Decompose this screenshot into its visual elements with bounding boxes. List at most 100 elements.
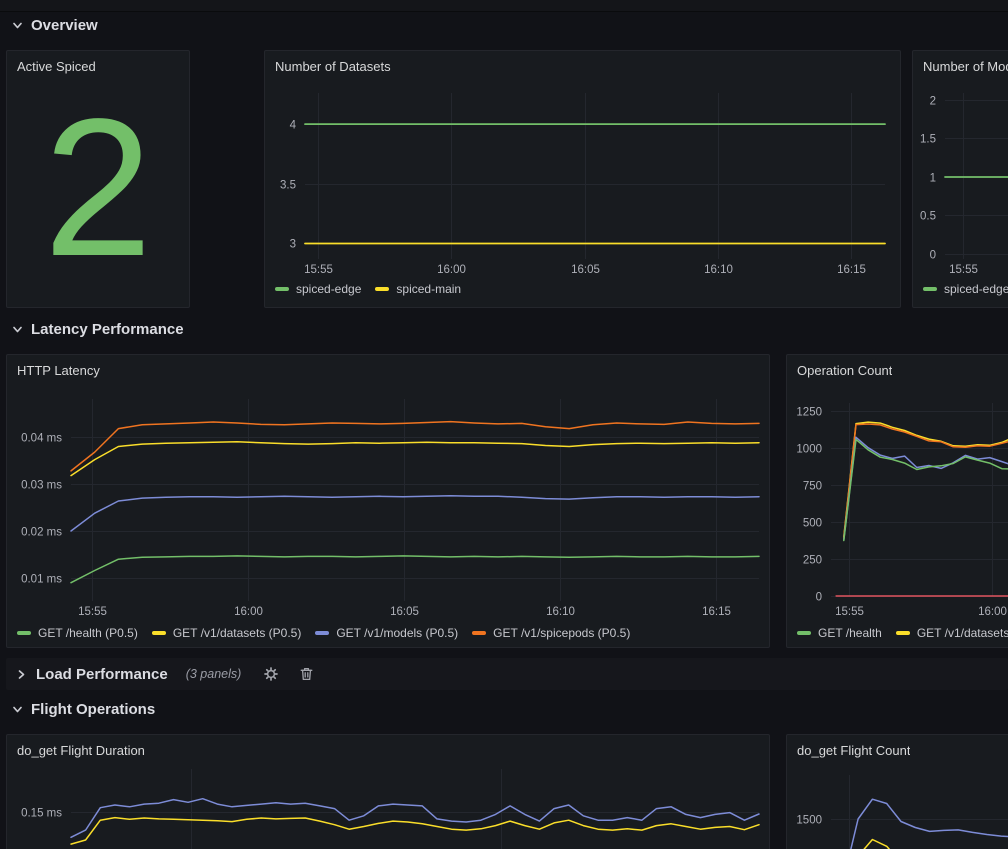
legend-item[interactable]: spiced-edge xyxy=(275,282,361,296)
operation-count-chart[interactable]: 15:5516:00125010007505002500 xyxy=(787,355,1008,647)
legend-item[interactable]: GET /health (P0.5) xyxy=(17,626,138,640)
panel-title[interactable]: Number of Models xyxy=(923,59,1008,74)
svg-text:1000: 1000 xyxy=(796,444,822,456)
gear-icon xyxy=(263,666,279,682)
legend-item[interactable]: spiced-main xyxy=(375,282,461,296)
section-panel-count: (3 panels) xyxy=(186,667,242,681)
svg-text:16:05: 16:05 xyxy=(390,606,419,618)
http-latency-chart[interactable]: 15:55 16:00 16:05 16:10 16:15 0.04 ms 0.03 ms 0… xyxy=(7,355,769,647)
svg-text:3: 3 xyxy=(290,239,296,251)
legend-item[interactable]: GET /health xyxy=(797,626,882,640)
section-title: Overview xyxy=(31,17,98,34)
section-header-load-performance[interactable]: Load Performance (3 panels) xyxy=(6,658,1008,690)
stat-value: 2 xyxy=(7,77,189,299)
svg-text:0: 0 xyxy=(930,250,936,262)
legend-swatch-icon xyxy=(315,631,329,635)
section-header-latency-performance[interactable]: Latency Performance xyxy=(12,321,184,338)
legend-label: GET /v1/spicepods (P0.5) xyxy=(493,626,630,640)
panel-title[interactable]: Operation Count xyxy=(797,363,892,378)
section-title: Load Performance xyxy=(36,666,168,683)
panel-number-of-datasets: Number of Datasets 15:5516:0016:0516:101… xyxy=(264,50,901,308)
legend-label: GET /health xyxy=(818,626,882,640)
panel-title[interactable]: Active Spiced xyxy=(17,59,96,74)
chevron-down-icon xyxy=(12,20,23,31)
svg-text:15:55: 15:55 xyxy=(949,264,978,276)
svg-text:3.5: 3.5 xyxy=(280,180,296,192)
chevron-right-icon xyxy=(16,669,27,680)
svg-text:15:55: 15:55 xyxy=(304,264,333,276)
legend-swatch-icon xyxy=(472,631,486,635)
svg-text:16:10: 16:10 xyxy=(546,606,575,618)
svg-text:16:10: 16:10 xyxy=(704,264,733,276)
svg-text:16:00: 16:00 xyxy=(437,264,466,276)
legend-swatch-icon xyxy=(797,631,811,635)
svg-text:0: 0 xyxy=(816,592,822,604)
chevron-down-icon xyxy=(12,704,23,715)
panel-operation-count: Operation Count 15:5516:0012501000750500… xyxy=(786,354,1008,648)
svg-text:16:15: 16:15 xyxy=(837,264,866,276)
legend-item[interactable]: spiced-edge xyxy=(923,282,1008,296)
legend-swatch-icon xyxy=(17,631,31,635)
legend-item[interactable]: GET /v1/datasets (P0.5) xyxy=(152,626,302,640)
legend-label: spiced-main xyxy=(396,282,461,296)
legend-label: GET /v1/datasets xyxy=(917,626,1008,640)
panel-flight-duration: do_get Flight Duration 0.15 ms xyxy=(6,734,770,849)
legend-swatch-icon xyxy=(896,631,910,635)
section-title: Flight Operations xyxy=(31,701,155,718)
grafana-dashboard: Overview Active Spiced 2 Number of Datas… xyxy=(0,0,1008,849)
legend-label: spiced-edge xyxy=(944,282,1008,296)
svg-text:1250: 1250 xyxy=(796,407,822,419)
svg-text:15:55: 15:55 xyxy=(78,606,107,618)
svg-text:0.01 ms: 0.01 ms xyxy=(21,574,62,586)
operation-count-legend: GET /healthGET /v1/datasetsGET /v1/model… xyxy=(797,625,1008,641)
num-models-legend: spiced-edgespiced-main xyxy=(923,281,1008,297)
panel-active-spiced: Active Spiced 2 xyxy=(6,50,190,308)
section-header-overview[interactable]: Overview xyxy=(12,17,98,34)
svg-text:250: 250 xyxy=(803,555,822,567)
section-settings-button[interactable] xyxy=(263,666,279,682)
svg-text:1: 1 xyxy=(930,173,936,185)
num-datasets-legend: spiced-edge spiced-main xyxy=(275,281,900,297)
legend-swatch-icon xyxy=(923,287,937,291)
svg-text:2: 2 xyxy=(930,96,936,108)
panel-title[interactable]: do_get Flight Count xyxy=(797,743,910,758)
legend-label: GET /v1/models (P0.5) xyxy=(336,626,458,640)
legend-swatch-icon xyxy=(375,287,389,291)
svg-text:0.02 ms: 0.02 ms xyxy=(21,527,62,539)
legend-label: spiced-edge xyxy=(296,282,361,296)
legend-item[interactable]: GET /v1/datasets xyxy=(896,626,1008,640)
legend-swatch-icon xyxy=(275,287,289,291)
svg-text:1.5: 1.5 xyxy=(920,134,936,146)
svg-text:0.03 ms: 0.03 ms xyxy=(21,480,62,492)
panel-flight-count: do_get Flight Count 1500 xyxy=(786,734,1008,849)
legend-label: GET /health (P0.5) xyxy=(38,626,138,640)
toolbar-bottom-edge xyxy=(0,0,1008,12)
panel-title[interactable]: HTTP Latency xyxy=(17,363,100,378)
svg-text:16:05: 16:05 xyxy=(571,264,600,276)
http-latency-legend: GET /health (P0.5) GET /v1/datasets (P0.5… xyxy=(17,625,769,641)
svg-text:16:15: 16:15 xyxy=(702,606,731,618)
trash-icon xyxy=(299,666,314,682)
section-delete-button[interactable] xyxy=(299,666,314,682)
panel-title[interactable]: do_get Flight Duration xyxy=(17,743,145,758)
svg-text:500: 500 xyxy=(803,518,822,530)
legend-label: GET /v1/datasets (P0.5) xyxy=(173,626,302,640)
svg-text:0.15 ms: 0.15 ms xyxy=(21,808,62,820)
svg-text:0.5: 0.5 xyxy=(920,211,936,223)
legend-item[interactable]: GET /v1/spicepods (P0.5) xyxy=(472,626,630,640)
num-models-chart[interactable]: 15:5516:0021.510.50 xyxy=(913,51,1008,307)
svg-text:15:55: 15:55 xyxy=(835,606,864,618)
svg-text:0.04 ms: 0.04 ms xyxy=(21,433,62,445)
panel-title[interactable]: Number of Datasets xyxy=(275,59,391,74)
legend-item[interactable]: GET /v1/models (P0.5) xyxy=(315,626,458,640)
section-header-flight-operations[interactable]: Flight Operations xyxy=(12,701,155,718)
panel-http-latency: HTTP Latency 15:55 16:00 16:05 16:10 16:15 0.… xyxy=(6,354,770,648)
svg-text:750: 750 xyxy=(803,481,822,493)
section-title: Latency Performance xyxy=(31,321,184,338)
svg-text:4: 4 xyxy=(290,120,297,132)
num-datasets-chart[interactable]: 15:55 16:00 16:05 16:10 16:15 4 3.5 3 xyxy=(265,51,900,307)
legend-swatch-icon xyxy=(152,631,166,635)
svg-text:16:00: 16:00 xyxy=(234,606,263,618)
panel-number-of-models: Number of Models 15:5516:0021.510.50 spi… xyxy=(912,50,1008,308)
svg-text:1500: 1500 xyxy=(796,815,822,827)
